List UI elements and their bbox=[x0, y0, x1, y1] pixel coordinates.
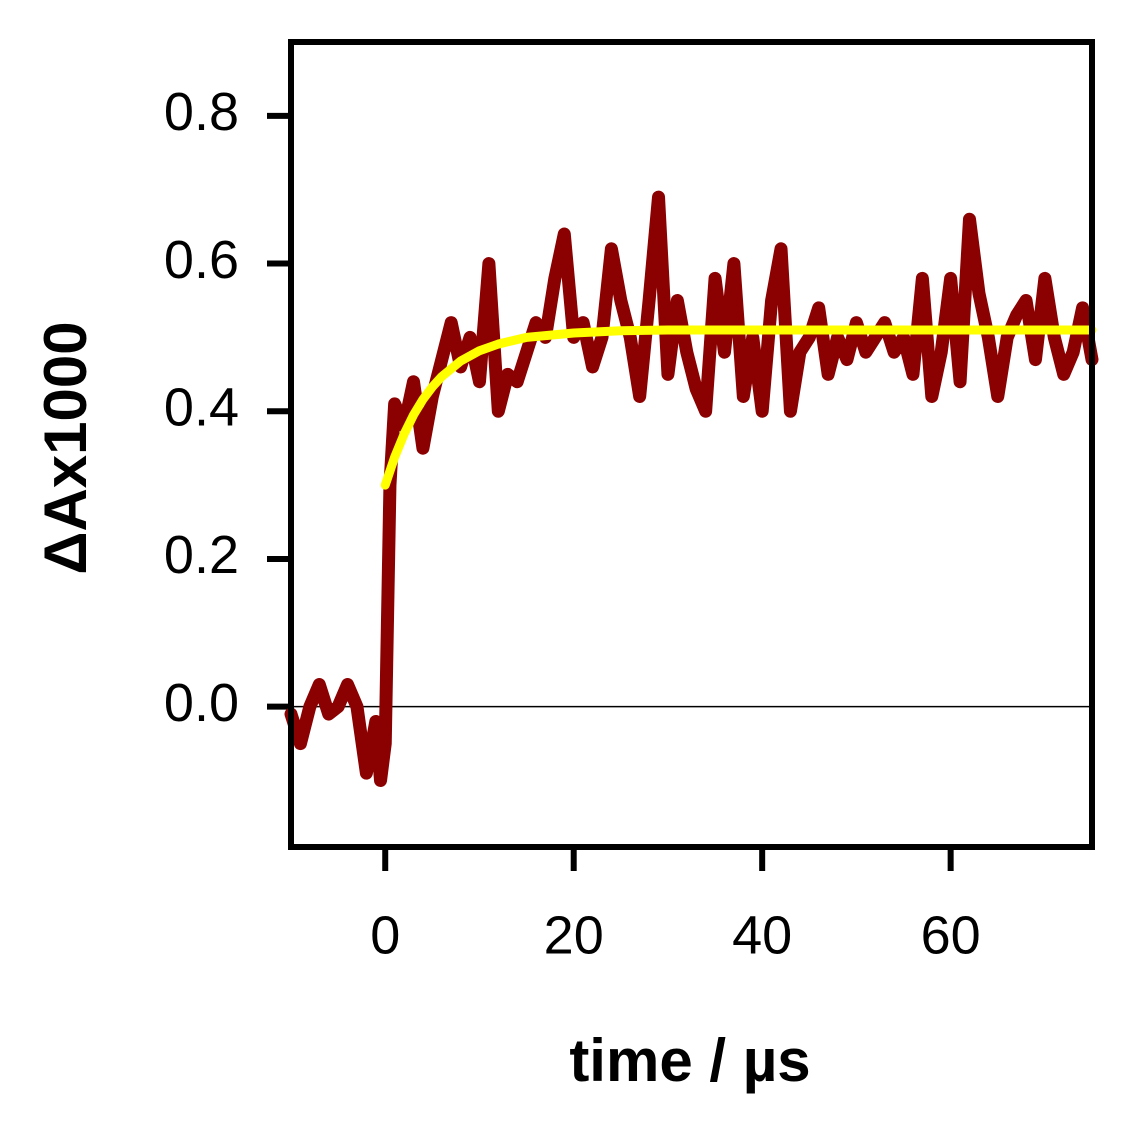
x-tick-label: 60 bbox=[921, 905, 981, 965]
data-line bbox=[284, 190, 1099, 788]
x-axis-label: time / µs bbox=[569, 1027, 810, 1094]
y-tick-label: 0.6 bbox=[164, 230, 239, 290]
x-tick-label: 20 bbox=[544, 905, 604, 965]
x-tick-label: 0 bbox=[370, 905, 400, 965]
y-tick-label: 0.8 bbox=[164, 82, 239, 142]
y-axis-label: ΔAx1000 bbox=[32, 321, 99, 574]
data-line bbox=[380, 325, 1097, 490]
y-tick-label: 0.0 bbox=[164, 673, 239, 733]
y-tick-label: 0.4 bbox=[164, 378, 239, 438]
y-tick-label: 0.2 bbox=[164, 525, 239, 585]
plot-frame bbox=[288, 39, 1095, 850]
x-tick-label: 40 bbox=[732, 905, 792, 965]
